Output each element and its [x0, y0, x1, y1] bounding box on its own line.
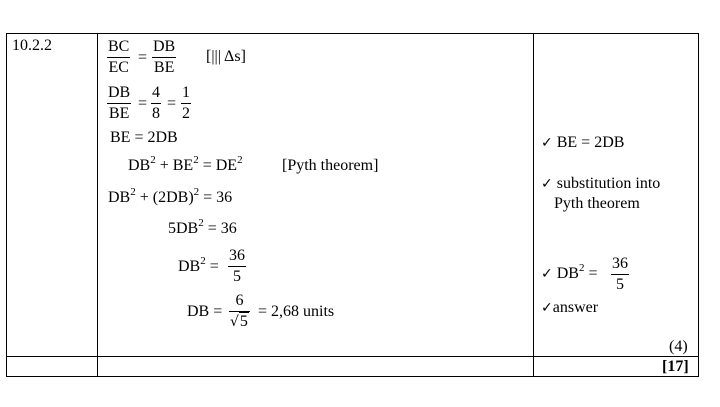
table-border-bottom [6, 376, 699, 377]
checkmark-icon: ✓ [541, 176, 553, 192]
reason-similar-triangles: [||| Δs] [206, 48, 246, 65]
fraction-bar [228, 266, 246, 267]
fraction-bar [151, 103, 161, 104]
fraction-denominator: EC [108, 59, 129, 76]
step-be-equals-2db: BE = 2DB [110, 129, 178, 146]
step-db-result: = 2,68 units [258, 303, 335, 320]
fraction-denominator: 5 [616, 276, 624, 293]
reason-pyth-theorem: [Pyth theorem] [282, 157, 379, 174]
fraction-numerator: BC [108, 38, 130, 55]
table-divider-2 [533, 33, 534, 377]
equals-sign: = [138, 49, 148, 66]
checkmark-icon: ✓ [541, 300, 553, 316]
mark-be-equals-2db: ✓ BE = 2DB [541, 134, 625, 151]
checkmark-icon: ✓ [541, 266, 553, 282]
step-db-squared-lhs: DB2 = [178, 255, 219, 275]
fraction-numerator: 4 [152, 84, 160, 101]
table-border-right [698, 33, 699, 377]
equals-sign: = [167, 95, 177, 112]
mark-substitution-line2: Pyth theorem [554, 195, 640, 212]
table-divider-1 [97, 33, 98, 377]
fraction-db-be-2: DB BE [107, 84, 132, 123]
fraction-numerator: 6 [235, 292, 244, 309]
fraction-bar [107, 57, 131, 58]
step-db-lhs: DB = [187, 303, 223, 320]
fraction-bar [181, 103, 191, 104]
fraction-bar [107, 103, 132, 104]
fraction-numerator: 36 [229, 247, 245, 264]
fraction-6-sqrt5: 6 √5 [229, 292, 250, 331]
total-marks: [17] [662, 358, 689, 375]
fraction-db-be: DB BE [152, 38, 177, 77]
radical-sign-icon: √ [230, 314, 239, 330]
fraction-bc-ec: BC EC [107, 38, 131, 77]
fraction-36-5: 36 5 [228, 247, 246, 286]
table-border-top [6, 33, 699, 34]
mark-substitution-line1: ✓ substitution into [541, 175, 661, 192]
fraction-denominator: 2 [182, 105, 190, 122]
fraction-numerator: 36 [612, 255, 628, 272]
fraction-denominator: 8 [152, 105, 160, 122]
fraction-denominator: BE [108, 105, 130, 122]
subtotal-marks: (4) [669, 338, 688, 355]
fraction-4-8: 4 8 [151, 84, 161, 123]
fraction-bar [229, 311, 250, 312]
mark-db-squared-lhs: ✓ DB2 = [541, 262, 598, 282]
fraction-numerator: DB [153, 38, 176, 55]
fraction-denominator: BE [153, 59, 175, 76]
fraction-1-2: 1 2 [181, 84, 191, 123]
fraction-denominator: √5 [229, 312, 250, 331]
step-5db-squared: 5DB2 = 36 [168, 217, 237, 237]
step-substitution: DB2 + (2DB)2 = 36 [108, 186, 233, 206]
question-number: 10.2.2 [12, 37, 52, 54]
fraction-numerator: DB [108, 84, 131, 101]
mark-answer: ✓answer [541, 299, 599, 316]
checkmark-icon: ✓ [541, 135, 553, 151]
step-pythagoras: DB2 + BE2 = DE2 [128, 154, 243, 174]
fraction-denominator: 5 [233, 268, 241, 285]
square-root: √5 [230, 312, 249, 330]
fraction-numerator: 1 [182, 84, 190, 101]
fraction-bar [152, 57, 177, 58]
equals-sign: = [138, 95, 148, 112]
fraction-bar [611, 274, 629, 275]
table-border-left [6, 33, 7, 377]
table-border-mid [6, 356, 699, 357]
mark-fraction-36-5: 36 5 [611, 255, 629, 294]
